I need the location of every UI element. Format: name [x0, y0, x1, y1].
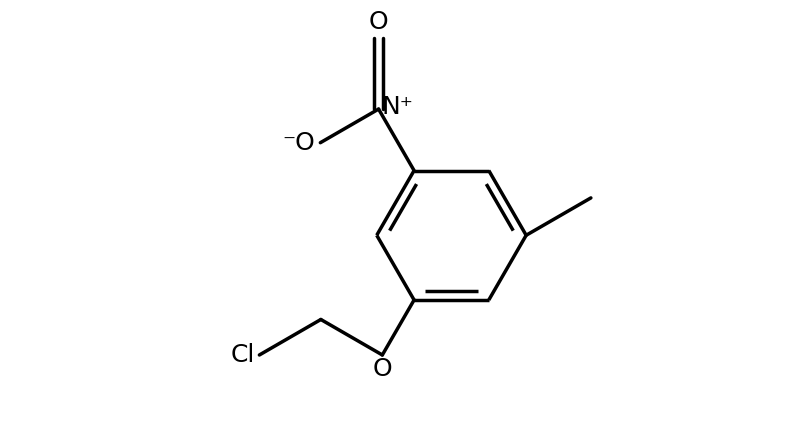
Text: ⁻O: ⁻O	[283, 131, 316, 155]
Text: O: O	[373, 357, 392, 381]
Text: N⁺: N⁺	[382, 95, 414, 119]
Text: Cl: Cl	[231, 343, 255, 367]
Text: O: O	[369, 10, 389, 34]
